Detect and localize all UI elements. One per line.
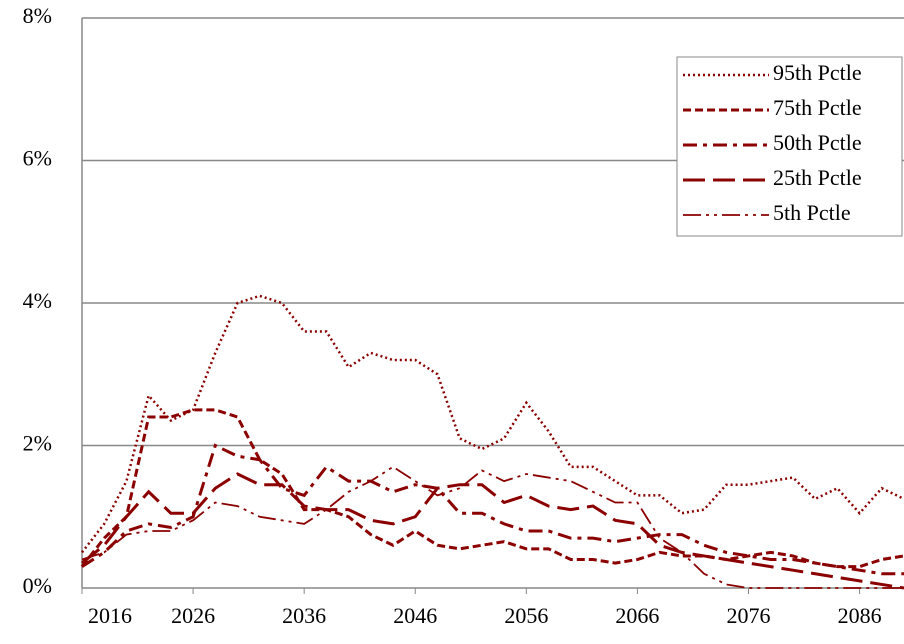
series-line xyxy=(81,443,904,576)
y-tick-label: 6% xyxy=(23,146,52,171)
x-tick-label: 2016 xyxy=(88,603,132,628)
series-line xyxy=(81,465,904,589)
x-tick-label: 2086 xyxy=(838,603,882,628)
legend-label: 5th Pctle xyxy=(773,200,851,225)
x-tick-label: 2056 xyxy=(504,603,548,628)
x-tick-label: 2046 xyxy=(393,603,437,628)
y-tick-label: 8% xyxy=(23,3,52,28)
x-tick-label: 2026 xyxy=(171,603,215,628)
legend-label: 95th Pctle xyxy=(773,60,862,85)
series-line xyxy=(80,408,904,569)
legend-label: 75th Pctle xyxy=(773,95,862,120)
series-line xyxy=(81,294,904,554)
legend-label: 25th Pctle xyxy=(773,165,862,190)
x-tick-label: 2076 xyxy=(726,603,770,628)
y-tick-label: 0% xyxy=(23,573,52,598)
series-line xyxy=(81,472,904,590)
y-tick-label: 2% xyxy=(23,431,52,456)
y-tick-label: 4% xyxy=(23,288,52,313)
x-tick-label: 2036 xyxy=(282,603,326,628)
legend-label: 50th Pctle xyxy=(773,130,862,155)
x-tick-label: 2066 xyxy=(615,603,659,628)
